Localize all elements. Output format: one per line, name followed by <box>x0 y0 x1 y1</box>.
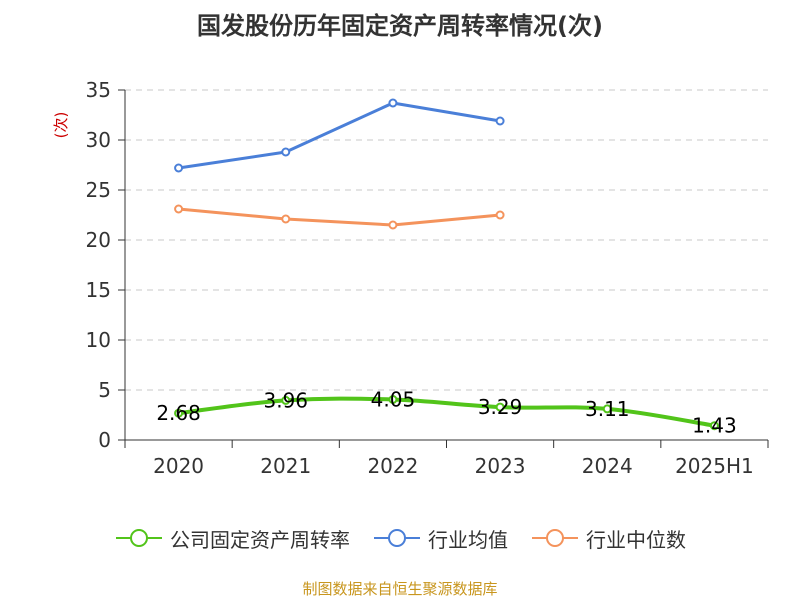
data-point[interactable] <box>174 204 184 214</box>
legend-item-industry-mean[interactable]: 行业均值 <box>372 524 508 553</box>
legend-item-industry-median[interactable]: 行业中位数 <box>530 524 686 553</box>
data-label: 3.96 <box>263 388 308 412</box>
data-point[interactable] <box>602 404 612 414</box>
y-tick-label: 30 <box>86 128 111 152</box>
source-note: 制图数据来自恒生聚源数据库 <box>302 580 498 598</box>
x-tick-label: 2024 <box>582 454 633 478</box>
data-point[interactable] <box>281 214 291 224</box>
data-label: 1.43 <box>692 414 737 438</box>
legend-item-company[interactable]: 公司固定资产周转率 <box>114 524 350 553</box>
legend: 公司固定资产周转率 行业均值 行业中位数 <box>0 520 800 556</box>
data-point[interactable] <box>388 220 398 230</box>
series-line-2 <box>177 207 502 227</box>
x-tick-label: 2021 <box>260 454 311 478</box>
legend-label-company: 公司固定资产周转率 <box>170 527 350 552</box>
legend-label-industry-mean: 行业均值 <box>428 527 508 552</box>
x-tick-label: 2025H1 <box>675 454 754 478</box>
y-axis-label: (次) <box>52 112 70 139</box>
y-tick-label: 35 <box>86 78 111 102</box>
x-tick-label: 2023 <box>475 454 526 478</box>
legend-symbol-company <box>116 529 162 547</box>
data-point[interactable] <box>388 98 398 108</box>
data-point[interactable] <box>495 116 505 126</box>
data-point[interactable] <box>709 421 719 431</box>
data-label: 3.29 <box>478 395 523 419</box>
data-point[interactable] <box>495 210 505 220</box>
series-line-1 <box>177 101 502 170</box>
legend-symbol-industry-median <box>532 529 578 547</box>
legend-symbol-industry-mean <box>374 529 420 547</box>
data-label: 3.11 <box>585 397 630 421</box>
data-label: 2.68 <box>156 401 201 425</box>
data-label: 4.05 <box>371 388 416 412</box>
x-tick-label: 2022 <box>367 454 418 478</box>
data-point[interactable] <box>281 395 291 405</box>
data-point[interactable] <box>281 147 291 157</box>
data-point[interactable] <box>174 163 184 173</box>
y-tick-label: 20 <box>86 228 111 252</box>
chart-title: 国发股份历年固定资产周转率情况(次) <box>197 12 603 40</box>
series-line-0 <box>176 396 717 428</box>
x-tick-label: 2020 <box>153 454 204 478</box>
y-tick-label: 0 <box>98 428 111 452</box>
data-point[interactable] <box>495 402 505 412</box>
y-tick-label: 25 <box>86 178 111 202</box>
data-point[interactable] <box>174 408 184 418</box>
data-point[interactable] <box>388 395 398 404</box>
y-tick-label: 10 <box>86 328 111 352</box>
y-tick-label: 5 <box>98 378 111 402</box>
y-tick-label: 15 <box>86 278 111 302</box>
legend-label-industry-median: 行业中位数 <box>586 527 686 552</box>
